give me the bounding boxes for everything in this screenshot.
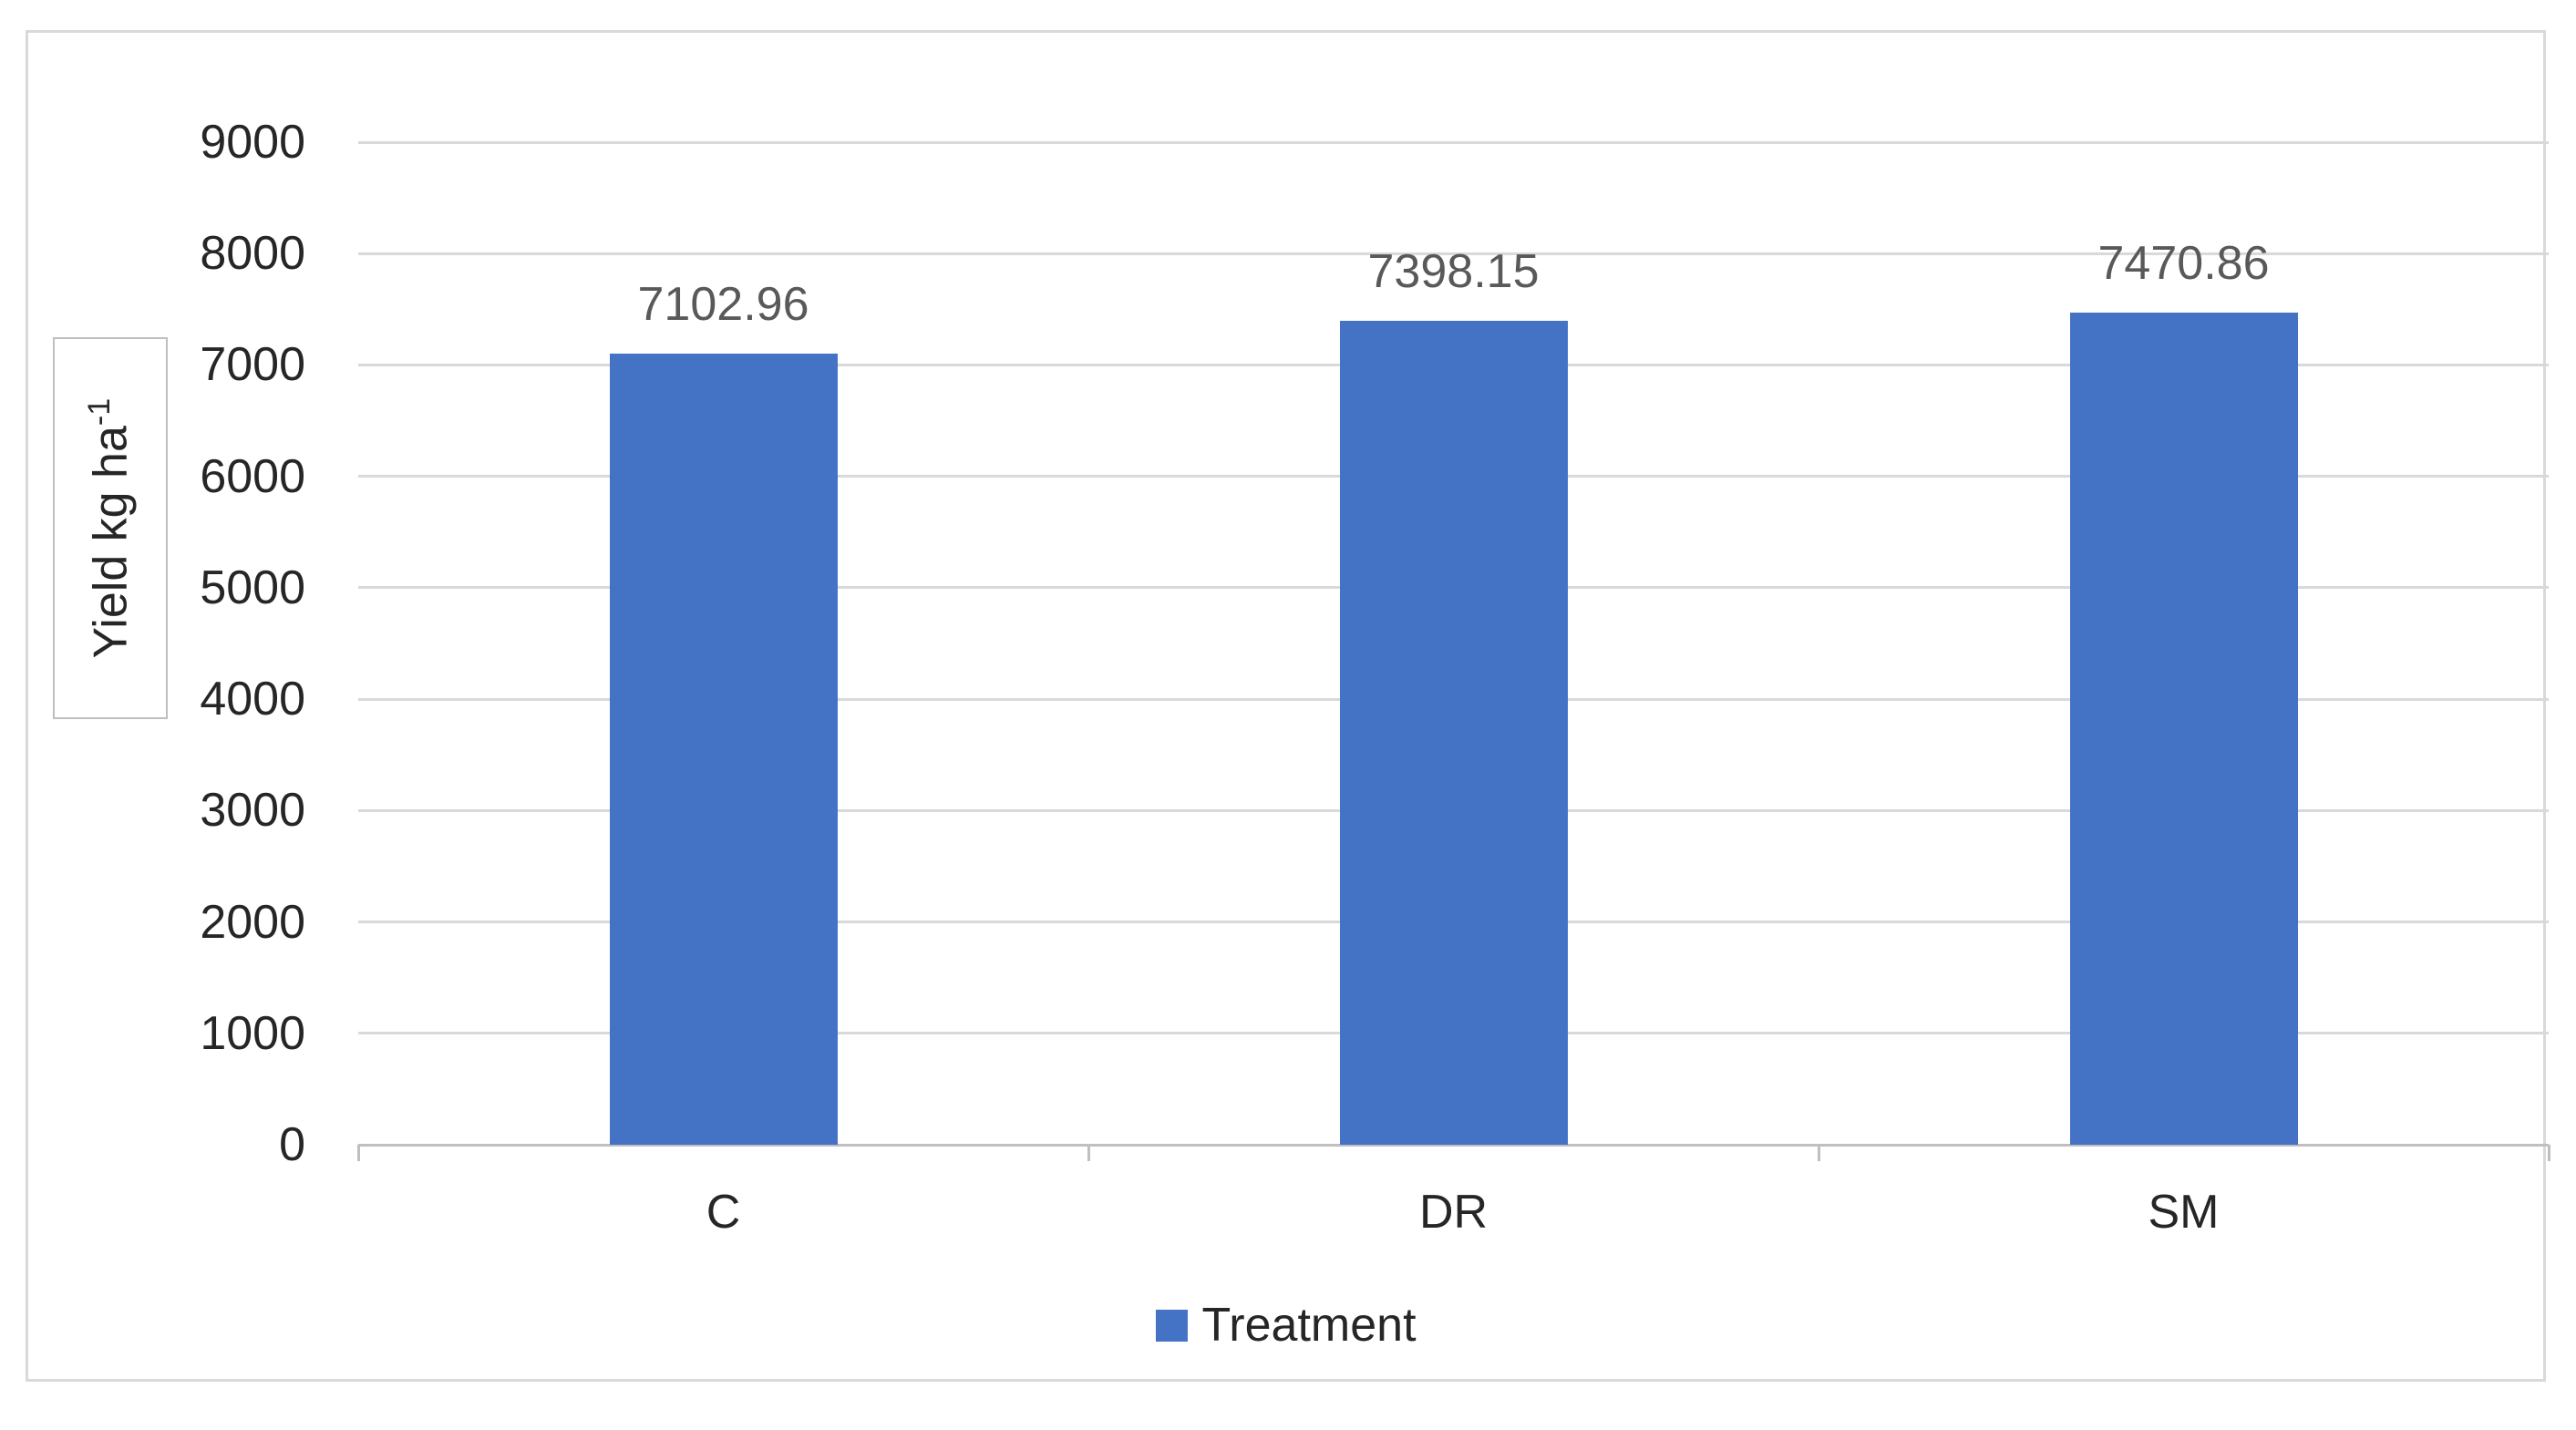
y-axis-title-box: Yield kg ha-1 <box>53 337 168 719</box>
gridline-9000 <box>358 140 2549 144</box>
category-label-C: C <box>706 1186 741 1239</box>
value-label-C: 7102.96 <box>637 277 809 331</box>
y-tick-label-4000: 4000 <box>200 673 305 726</box>
y-tick-label-5000: 5000 <box>200 561 305 614</box>
x-axis-tick <box>2547 1145 2550 1161</box>
x-axis-line <box>358 1143 2549 1147</box>
value-label-SM: 7470.86 <box>2097 236 2270 290</box>
y-tick-label-6000: 6000 <box>200 449 305 503</box>
x-axis-tick <box>356 1145 360 1161</box>
y-tick-label-7000: 7000 <box>200 338 305 392</box>
y-axis-title-superscript: -1 <box>82 397 118 426</box>
bar-SM <box>2069 312 2298 1145</box>
value-label-DR: 7398.15 <box>1367 244 1540 298</box>
legend: Treatment <box>1155 1298 1417 1353</box>
chart-area: Yield kg ha-1 0 1000 2000 3000 4000 5000 6000 7… <box>26 30 2550 1382</box>
legend-label: Treatment <box>1201 1299 1417 1352</box>
y-tick-label-8000: 8000 <box>200 227 305 281</box>
bar-C <box>609 353 838 1145</box>
y-tick-label-3000: 3000 <box>200 784 305 838</box>
legend-marker-square <box>1155 1309 1188 1342</box>
y-tick-label-2000: 2000 <box>200 895 305 949</box>
category-label-DR: DR <box>1418 1186 1489 1239</box>
x-axis-tick <box>1817 1145 1820 1161</box>
category-label-SM: SM <box>2148 1186 2220 1239</box>
y-tick-label-1000: 1000 <box>200 1006 305 1060</box>
x-axis-tick <box>1087 1145 1090 1161</box>
y-axis-title: Yield kg ha-1 <box>82 398 138 659</box>
gridline-8000 <box>358 252 2549 255</box>
bar-DR <box>1339 320 1568 1145</box>
y-tick-label-0: 0 <box>279 1118 305 1171</box>
y-tick-label-9000: 9000 <box>200 116 305 169</box>
